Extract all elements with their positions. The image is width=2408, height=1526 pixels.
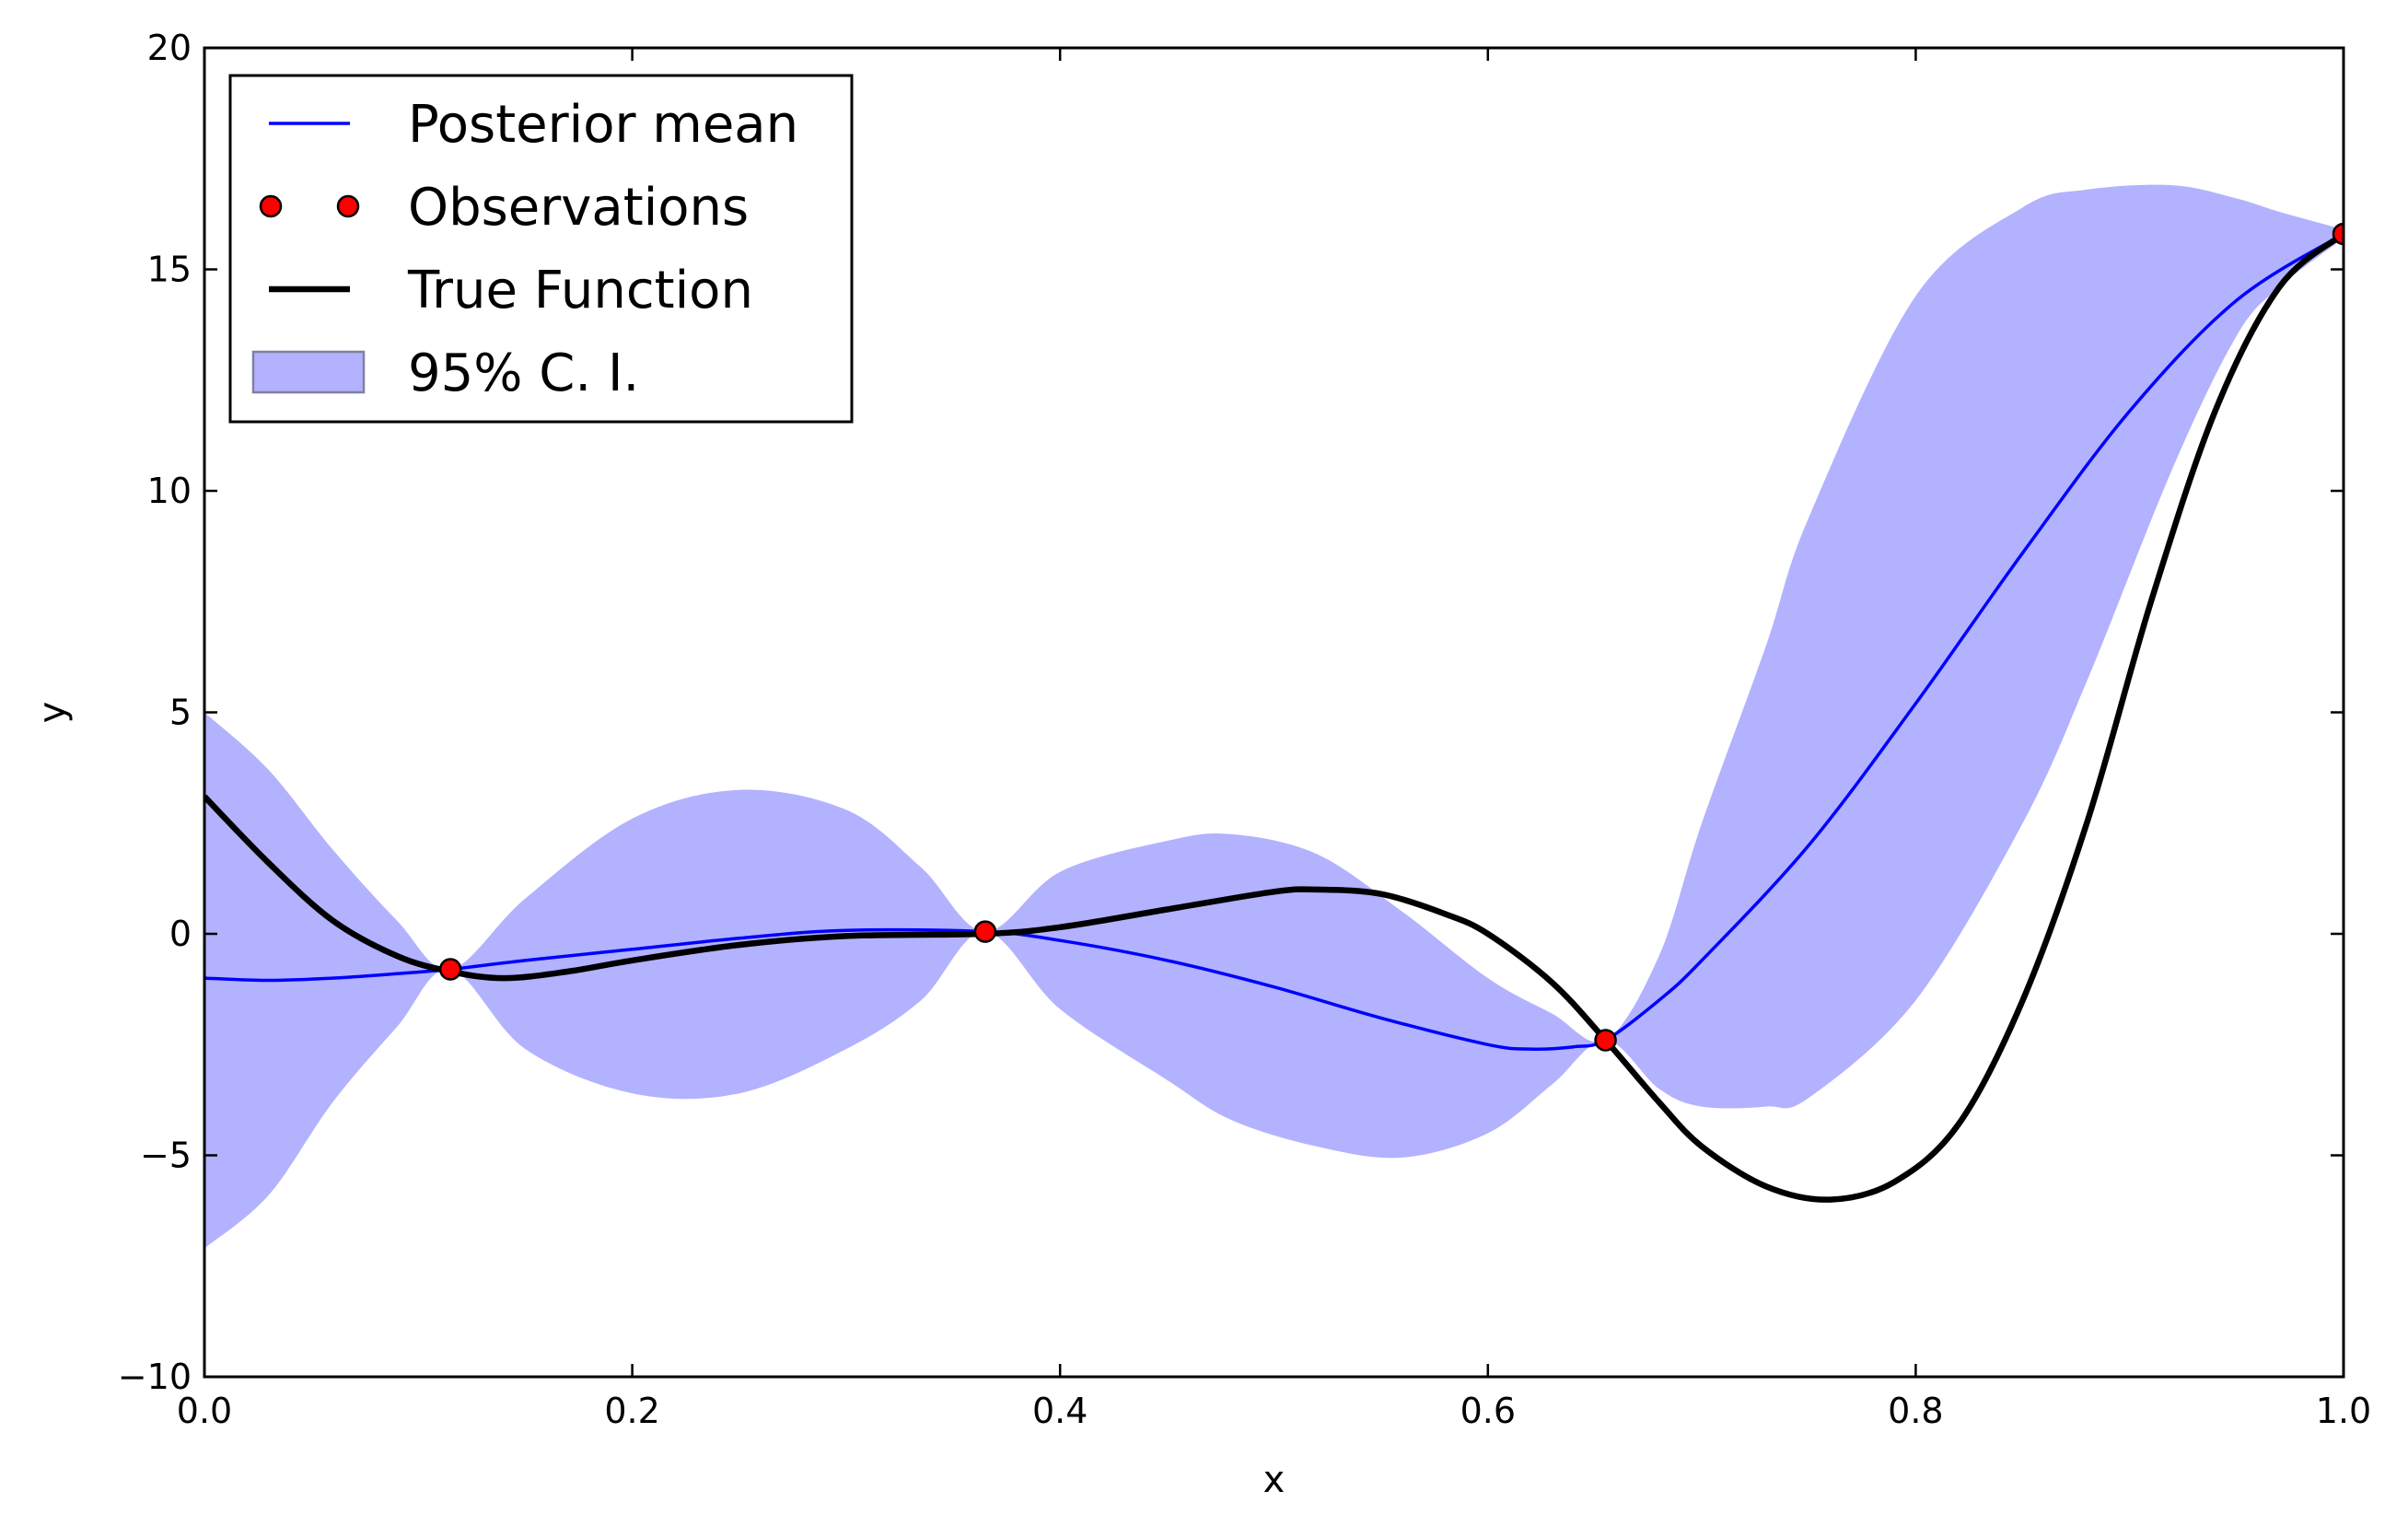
x-axis-label: x — [1263, 1459, 1285, 1501]
ci-band — [204, 184, 2344, 1249]
observation-point — [2332, 222, 2344, 246]
x-tick-label: 1.0 — [2316, 1391, 2371, 1431]
observation-point — [1594, 1029, 1617, 1052]
posterior-mean-line — [204, 232, 2344, 1051]
legend-label: Posterior mean — [408, 95, 798, 155]
legend-entries: Posterior mean Observations True Function 9… — [251, 95, 798, 403]
legend-entry: Posterior mean — [269, 95, 798, 155]
y-axis-label: y — [31, 702, 74, 724]
lines-layer — [204, 231, 2344, 1203]
x-tick-label: 0.2 — [604, 1391, 659, 1431]
observation-point — [973, 920, 997, 943]
legend-swatch-ci — [251, 350, 366, 394]
confidence-interval-layer — [204, 184, 2344, 1249]
tick-labels-layer: 0.0 0.2 0.4 0.6 0.8 1.0 −10 −5 0 5 10 15 20 — [118, 28, 2371, 1431]
x-tick-label: 0.0 — [177, 1391, 232, 1431]
legend-entry: Observations — [259, 178, 749, 238]
legend-label: True Function — [407, 261, 753, 320]
legend-entry: 95% C. I. — [251, 344, 639, 403]
y-tick-label: 15 — [147, 250, 192, 290]
y-tick-label: 20 — [147, 28, 192, 68]
y-tick-label: 10 — [147, 471, 192, 511]
legend-swatch-observation — [259, 194, 283, 218]
y-tick-label: 0 — [169, 914, 192, 954]
legend-swatch-observation — [336, 194, 360, 218]
x-tick-label: 0.6 — [1460, 1391, 1516, 1431]
ticks-layer — [203, 46, 2345, 1379]
y-tick-label: −5 — [140, 1136, 192, 1176]
legend-label: Observations — [408, 178, 749, 238]
legend-entry: True Function — [269, 261, 753, 320]
y-tick-label: 5 — [169, 693, 192, 733]
x-tick-label: 0.8 — [1888, 1391, 1943, 1431]
observation-points-layer — [438, 222, 2344, 1052]
x-tick-label: 0.4 — [1032, 1391, 1088, 1431]
legend: Posterior mean Observations True Function 9… — [228, 74, 854, 424]
legend-label: 95% C. I. — [408, 344, 639, 403]
y-tick-label: −10 — [118, 1357, 192, 1397]
observation-point — [438, 958, 462, 981]
plot-area — [204, 184, 2344, 1249]
true-function-line — [204, 231, 2344, 1203]
